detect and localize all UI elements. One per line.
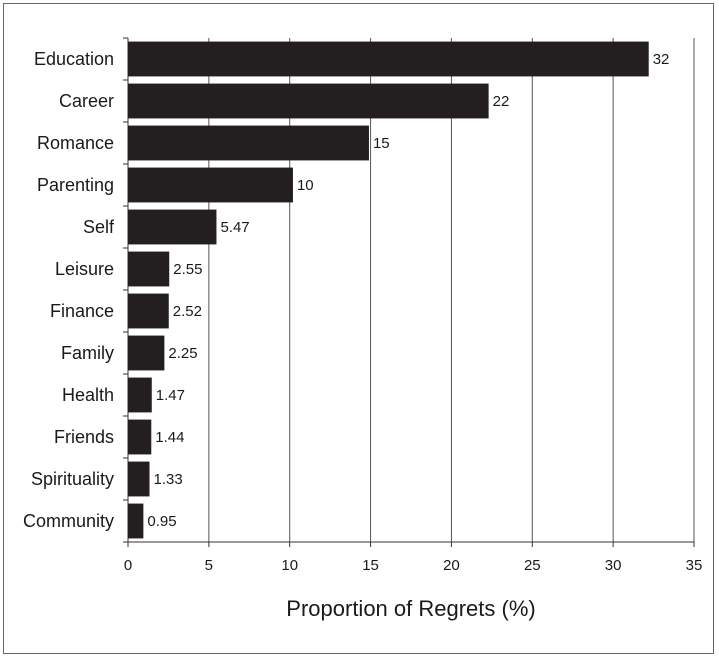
- x-tick-label: 25: [524, 557, 541, 574]
- category-label: Finance: [50, 301, 114, 321]
- bar-education: [128, 41, 649, 77]
- category-label: Family: [61, 343, 114, 363]
- bar-self: [128, 209, 217, 245]
- category-label: Career: [59, 91, 114, 111]
- bar-parenting: [128, 167, 293, 203]
- data-label: 0.95: [147, 513, 176, 530]
- category-label: Leisure: [55, 259, 114, 279]
- data-label: 5.47: [220, 219, 249, 236]
- data-label: 1.33: [154, 471, 183, 488]
- x-tick-label: 0: [124, 557, 132, 574]
- data-label: 2.55: [173, 261, 202, 278]
- bar-community: [128, 503, 144, 539]
- data-label: 2.25: [168, 345, 197, 362]
- bar-romance: [128, 125, 369, 161]
- bar-leisure: [128, 251, 170, 287]
- x-tick-label: 15: [362, 557, 379, 574]
- bar-family: [128, 335, 165, 371]
- data-label: 1.47: [156, 387, 185, 404]
- x-tick-label: 30: [605, 557, 622, 574]
- data-label: 2.52: [173, 303, 202, 320]
- category-label: Community: [23, 511, 114, 531]
- category-label: Health: [62, 385, 114, 405]
- data-label: 32: [653, 51, 670, 68]
- category-label: Friends: [54, 427, 114, 447]
- data-label: 22: [493, 93, 510, 110]
- bar-spirituality: [128, 461, 150, 497]
- x-tick-label: 35: [686, 557, 703, 574]
- data-label: 15: [373, 135, 390, 152]
- x-tick-label: 5: [205, 557, 213, 574]
- category-label: Spirituality: [31, 469, 114, 489]
- category-label: Education: [34, 49, 114, 69]
- category-label: Parenting: [37, 175, 114, 195]
- bar-finance: [128, 293, 169, 329]
- x-tick-label: 20: [443, 557, 460, 574]
- bar-career: [128, 83, 489, 119]
- x-tick-label: 10: [281, 557, 298, 574]
- category-label: Self: [83, 217, 115, 237]
- data-label: 1.44: [155, 429, 184, 446]
- x-axis-title: Proportion of Regrets (%): [286, 596, 535, 621]
- bar-health: [128, 377, 152, 413]
- bar-friends: [128, 419, 152, 455]
- category-label: Romance: [37, 133, 114, 153]
- data-label: 10: [297, 177, 314, 194]
